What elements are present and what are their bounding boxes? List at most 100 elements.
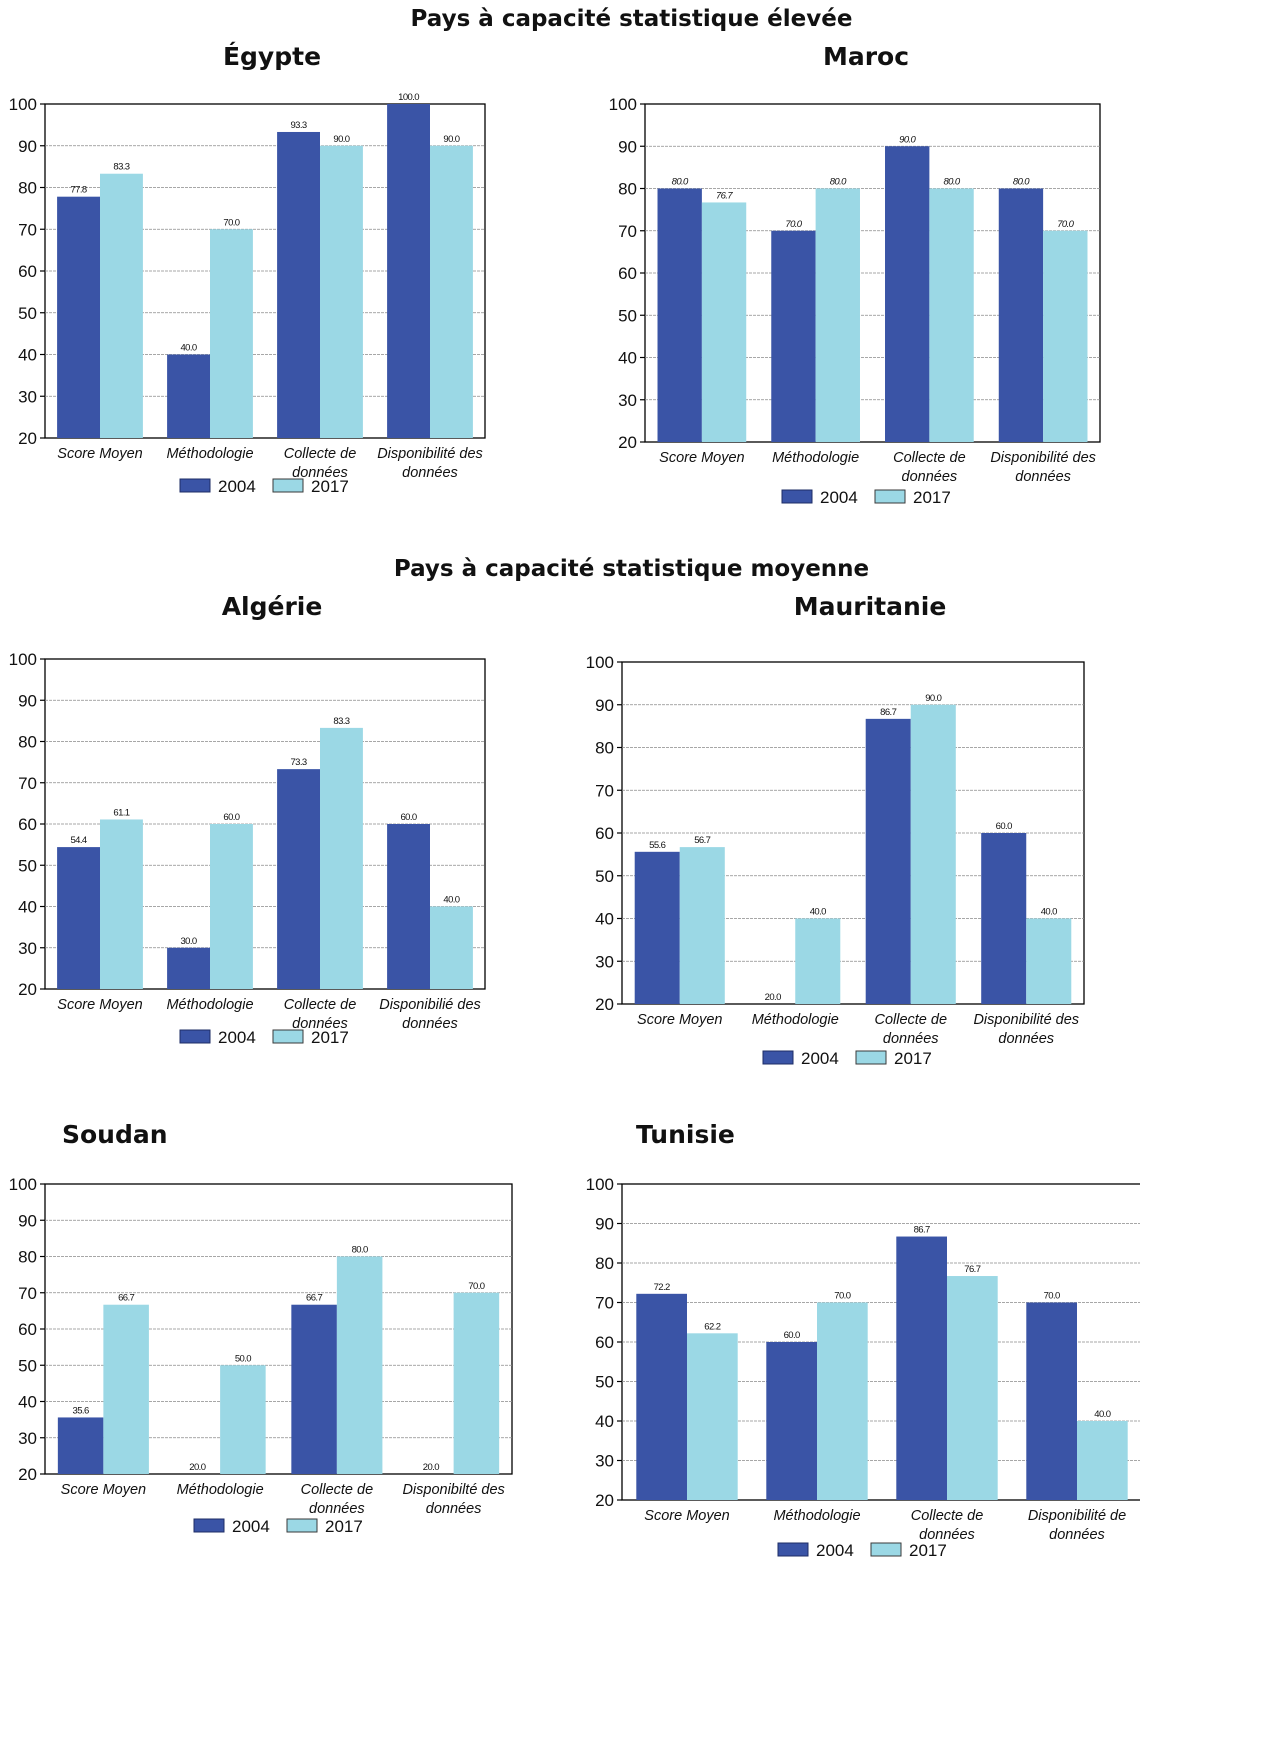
bar-2004-0	[657, 188, 702, 442]
y-tick-label: 60	[595, 824, 614, 843]
bar-2017-2	[910, 704, 956, 1004]
bar-2004-2	[277, 769, 320, 989]
bar-2004-2	[896, 1236, 947, 1500]
chart-title-algerie: Algérie	[221, 592, 323, 621]
bar-2004-1	[766, 1342, 817, 1500]
category-label: Méthodologie	[773, 1508, 860, 1524]
y-tick-label: 100	[586, 653, 614, 672]
data-label: 76.7	[716, 190, 733, 201]
y-tick-label: 80	[18, 1248, 37, 1267]
bar-2017-0	[100, 819, 143, 989]
y-tick-label: 70	[595, 1294, 614, 1313]
y-tick-label: 90	[595, 1215, 614, 1234]
chart-title-tunisie: Tunisie	[636, 1120, 735, 1149]
bar-2017-0	[100, 173, 143, 438]
category-label: Collecte de	[301, 1482, 374, 1498]
category-label: Collecte de	[911, 1508, 984, 1524]
bar-2004-3	[981, 833, 1027, 1004]
bar-2004-2	[865, 718, 911, 1004]
data-label: 73.3	[291, 757, 307, 768]
data-label: 66.7	[118, 1293, 134, 1304]
bar-2017-3	[430, 906, 473, 989]
y-tick-label: 90	[18, 137, 37, 156]
data-label: 20.0	[423, 1462, 439, 1473]
legend-label-2017: 2017	[311, 1028, 349, 1047]
data-label: 76.7	[964, 1264, 980, 1275]
bar-2017-3	[453, 1292, 500, 1474]
bar-2017-2	[336, 1256, 383, 1474]
legend-swatch-2004	[179, 1029, 211, 1044]
data-label: 40.0	[1094, 1409, 1110, 1420]
data-label: 56.7	[694, 835, 710, 846]
legend-label-2004: 2004	[218, 477, 256, 496]
y-tick-label: 20	[595, 1491, 614, 1510]
y-tick-label: 30	[18, 1429, 37, 1448]
data-label: 60.0	[996, 821, 1012, 832]
data-label: 70.0	[1044, 1291, 1060, 1302]
legend-label-2017: 2017	[913, 488, 951, 507]
bar-2004-1	[167, 354, 210, 438]
y-tick-label: 40	[595, 1412, 614, 1431]
bar-2004-0	[634, 851, 680, 1004]
bar-2017-0	[103, 1304, 149, 1474]
category-label: Disponibilité des	[377, 446, 483, 462]
data-label: 50.0	[235, 1353, 251, 1364]
legend-label-2017: 2017	[311, 477, 349, 496]
category-label: Score Moyen	[644, 1508, 729, 1524]
data-label: 40.0	[810, 907, 826, 918]
category-label: Disponibilité des	[990, 450, 1096, 466]
bar-2017-1	[795, 918, 841, 1004]
bar-2017-2	[947, 1276, 998, 1500]
data-label: 40.0	[443, 895, 459, 906]
data-label: 60.0	[784, 1330, 800, 1341]
category-label: données	[292, 1016, 348, 1032]
category-label: données	[1049, 1527, 1105, 1543]
data-label: 86.7	[914, 1225, 930, 1236]
y-tick-label: 100	[586, 1175, 614, 1194]
y-tick-label: 50	[18, 304, 37, 323]
category-label: données	[1015, 469, 1071, 485]
legend-swatch-2017	[286, 1518, 318, 1533]
category-label: Score Moyen	[637, 1012, 722, 1028]
y-tick-label: 90	[18, 1211, 37, 1230]
data-label: 55.6	[649, 840, 665, 851]
legend-swatch-2004	[762, 1050, 794, 1065]
bar-2017-1	[210, 229, 253, 438]
legend-swatch-2017	[855, 1050, 887, 1065]
bar-2004-0	[57, 1417, 104, 1474]
y-tick-label: 20	[18, 1465, 37, 1484]
legend-swatch-2017	[870, 1542, 902, 1557]
legend-swatch-2004	[193, 1518, 225, 1533]
y-tick-label: 100	[9, 1175, 37, 1194]
y-tick-label: 50	[18, 856, 37, 875]
y-tick-label: 30	[595, 952, 614, 971]
y-tick-label: 60	[18, 1320, 37, 1339]
y-tick-label: 80	[18, 733, 37, 752]
category-label: Disponibilté des	[402, 1482, 504, 1498]
data-label: 62.2	[704, 1321, 720, 1332]
legend-swatch-2004	[777, 1542, 809, 1557]
bar-2017-3	[1077, 1421, 1128, 1500]
y-tick-label: 20	[595, 995, 614, 1014]
bar-2004-1	[771, 230, 816, 442]
category-label: données	[426, 1501, 482, 1517]
y-tick-label: 70	[595, 781, 614, 800]
y-tick-label: 20	[18, 980, 37, 999]
data-label: 60.0	[401, 812, 417, 823]
category-label: Disponibilié des	[379, 997, 481, 1013]
data-label: 54.4	[71, 835, 87, 846]
bar-2004-0	[636, 1293, 687, 1500]
legend-label-2004: 2004	[816, 1541, 854, 1560]
y-tick-label: 100	[9, 650, 37, 669]
category-label: données	[998, 1031, 1054, 1047]
y-tick-label: 50	[595, 1373, 614, 1392]
data-label: 66.7	[306, 1293, 322, 1304]
bar-2004-2	[291, 1304, 337, 1474]
legend-label-2004: 2004	[218, 1028, 256, 1047]
y-tick-label: 70	[18, 220, 37, 239]
data-label: 80.0	[830, 177, 847, 188]
bar-2004-2	[885, 146, 930, 442]
bar-2004-3	[387, 824, 430, 989]
legend-swatch-2017	[272, 478, 304, 493]
legend-label-2004: 2004	[232, 1517, 270, 1536]
